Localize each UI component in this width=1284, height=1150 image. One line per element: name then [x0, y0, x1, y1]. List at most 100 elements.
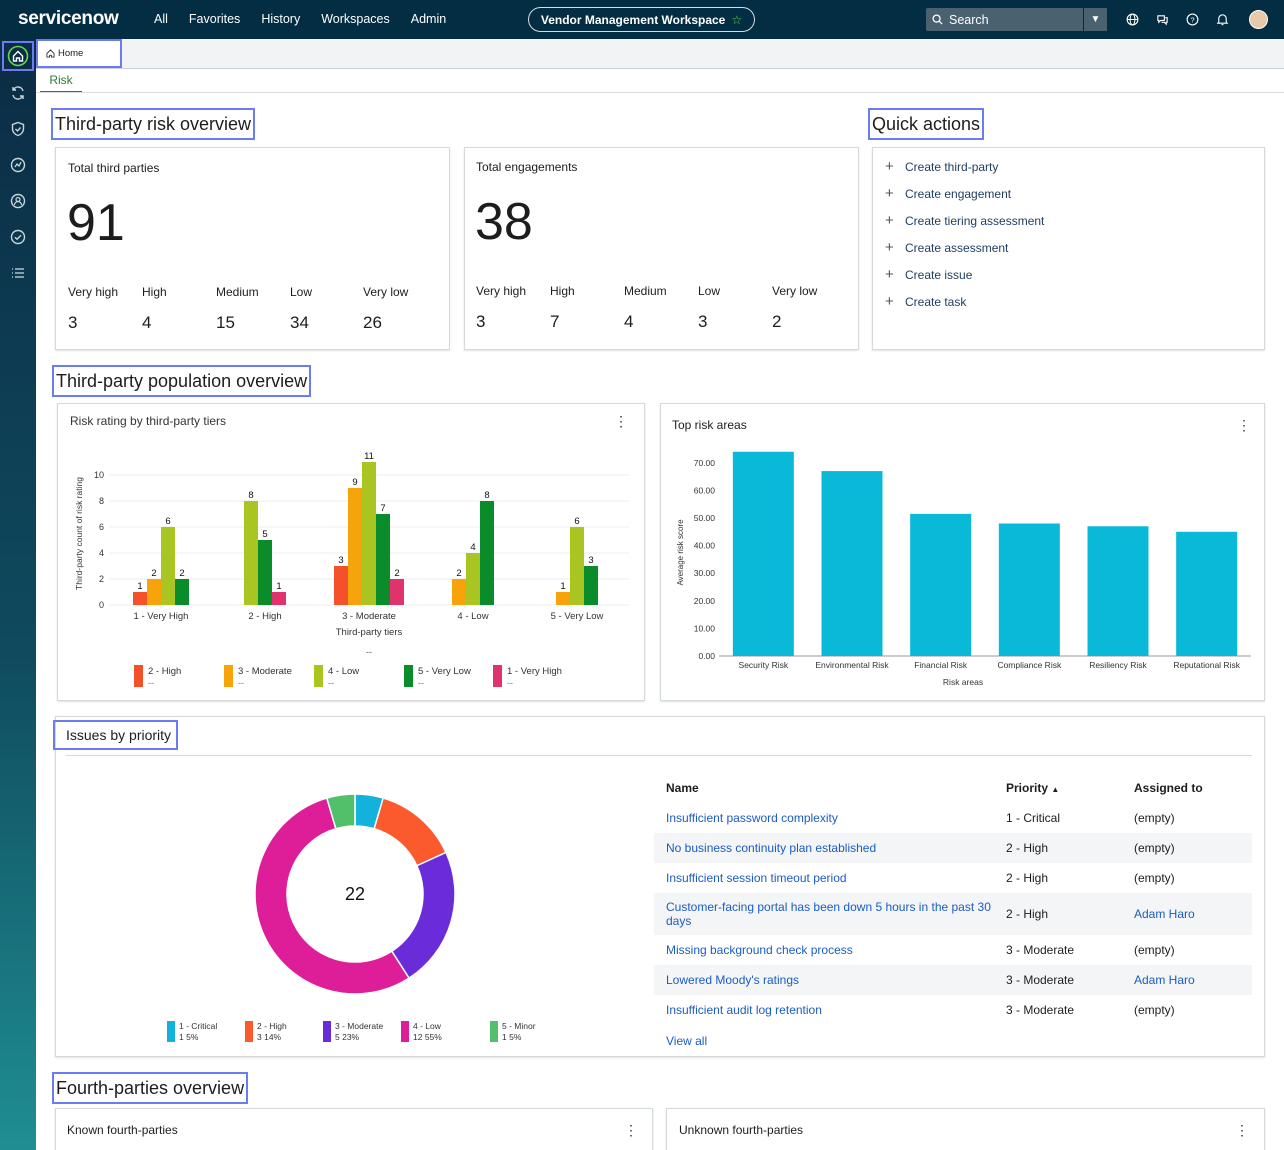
legend-label[interactable]: 2 - High	[257, 1021, 287, 1031]
more-options-icon[interactable]: ⋮	[614, 413, 628, 429]
user-avatar[interactable]	[1249, 10, 1268, 29]
legend-label[interactable]: 1 - Very High	[507, 666, 562, 677]
legend-label[interactable]: 4 - Low	[328, 666, 359, 677]
nav-admin[interactable]: Admin	[410, 12, 447, 26]
view-all-link[interactable]: View all	[666, 1034, 708, 1048]
kpi-value-very-low[interactable]: 2	[772, 312, 782, 331]
legend-swatch[interactable]	[401, 1021, 409, 1042]
home-rail-button[interactable]	[2, 41, 34, 71]
create-engagement-action[interactable]: + Create engagement	[885, 185, 1011, 202]
bar[interactable]	[732, 451, 794, 656]
more-options-icon[interactable]: ⋮	[624, 1122, 638, 1138]
more-options-icon[interactable]: ⋮	[1237, 417, 1251, 433]
notification-bell-icon[interactable]	[1214, 11, 1230, 27]
tab-home[interactable]: Home	[36, 39, 122, 68]
legend-label[interactable]: 3 - Moderate	[238, 666, 292, 677]
bar[interactable]	[334, 566, 348, 605]
chat-icon[interactable]	[1154, 11, 1170, 27]
legend-label[interactable]: 4 - Low	[413, 1021, 442, 1031]
star-icon[interactable]: ☆	[731, 12, 743, 27]
legend-swatch[interactable]	[490, 1021, 498, 1042]
legend-label[interactable]: 5 - Minor	[502, 1021, 536, 1031]
header-priority[interactable]: Priority ▲	[1006, 781, 1134, 795]
donut-slice[interactable]	[373, 797, 447, 867]
issue-name-link[interactable]: Insufficient audit log retention	[666, 1003, 822, 1017]
servicenow-logo[interactable]: servicenow	[18, 8, 119, 30]
bar[interactable]	[175, 579, 189, 605]
kpi-value-very-high[interactable]: 3	[476, 312, 486, 331]
more-options-icon[interactable]: ⋮	[1235, 1122, 1249, 1138]
bar[interactable]	[161, 527, 175, 605]
header-name[interactable]: Name	[666, 781, 699, 795]
legend-swatch[interactable]	[134, 665, 143, 687]
bar[interactable]	[272, 592, 286, 605]
create-task-action[interactable]: + Create task	[885, 293, 966, 310]
kpi-card-engagements[interactable]: Total engagements 38 Very high High Medi…	[464, 147, 859, 350]
bar[interactable]	[570, 527, 584, 605]
legend-label[interactable]: 2 - High	[148, 666, 181, 677]
bar[interactable]	[480, 501, 494, 605]
bar[interactable]	[584, 566, 598, 605]
bar[interactable]	[910, 513, 972, 656]
issue-name-link[interactable]: Insufficient password complexity	[666, 811, 838, 825]
issue-name-link[interactable]: Customer-facing portal has been down 5 h…	[666, 900, 991, 928]
legend-swatch[interactable]	[493, 665, 502, 687]
header-assigned[interactable]: Assigned to	[1134, 781, 1203, 795]
nav-favorites[interactable]: Favorites	[188, 12, 241, 26]
bar[interactable]	[258, 540, 272, 605]
table-row[interactable]: Insufficient password complexity 1 - Crit…	[654, 803, 1252, 833]
kpi-value-medium[interactable]: 15	[216, 313, 235, 332]
legend-swatch[interactable]	[167, 1021, 175, 1042]
create-issue-action[interactable]: + Create issue	[885, 266, 972, 283]
nav-workspaces[interactable]: Workspaces	[321, 12, 390, 26]
create-assessment-action[interactable]: + Create assessment	[885, 239, 1008, 256]
kpi-card-third-parties[interactable]: Total third parties 91 Very high High Me…	[55, 147, 450, 350]
table-row[interactable]: Lowered Moody's ratings 3 - Moderate Adam …	[654, 965, 1252, 995]
search-input[interactable]: Search	[926, 8, 1083, 31]
workspace-title-pill[interactable]: Vendor Management Workspace ☆	[528, 7, 755, 32]
bar[interactable]	[362, 462, 376, 605]
table-row[interactable]: Customer-facing portal has been down 5 h…	[654, 893, 1252, 935]
users-group-icon[interactable]	[9, 192, 27, 210]
globe-icon[interactable]	[1124, 11, 1140, 27]
check-circle-icon[interactable]	[9, 228, 27, 246]
donut-slice[interactable]	[254, 797, 411, 995]
kpi-value-low[interactable]: 34	[290, 313, 309, 332]
donut-slice[interactable]	[390, 851, 456, 980]
nav-all[interactable]: All	[154, 12, 168, 26]
bar[interactable]	[147, 579, 161, 605]
bar[interactable]	[998, 523, 1060, 656]
donut-slice[interactable]	[325, 793, 356, 830]
bar[interactable]	[390, 579, 404, 605]
issue-name-link[interactable]: Missing background check process	[666, 943, 853, 957]
create-tiering-assessment-action[interactable]: + Create tiering assessment	[885, 212, 1044, 229]
table-row[interactable]: Insufficient audit log retention 3 - Mode…	[654, 995, 1252, 1025]
legend-label[interactable]: 5 - Very Low	[418, 666, 471, 677]
bar[interactable]	[452, 579, 466, 605]
legend-swatch[interactable]	[224, 665, 233, 687]
search-scope-dropdown[interactable]: ▼	[1084, 8, 1107, 31]
kpi-value-very-low[interactable]: 26	[363, 313, 382, 332]
kpi-value-very-high[interactable]: 3	[68, 313, 78, 332]
nav-history[interactable]: History	[261, 12, 301, 26]
bar[interactable]	[556, 592, 570, 605]
kpi-value-high[interactable]: 7	[550, 312, 560, 331]
legend-swatch[interactable]	[404, 665, 413, 687]
legend-swatch[interactable]	[245, 1021, 253, 1042]
kpi-value-high[interactable]: 4	[142, 313, 152, 332]
legend-label[interactable]: 1 - Critical	[179, 1021, 217, 1031]
dashboard-gauge-icon[interactable]	[9, 156, 27, 174]
shield-icon[interactable]	[9, 120, 27, 138]
bar[interactable]	[244, 501, 258, 605]
issue-name-link[interactable]: Insufficient session timeout period	[666, 871, 847, 885]
legend-label[interactable]: 3 - Moderate	[335, 1021, 383, 1031]
bar[interactable]	[1176, 531, 1238, 656]
issue-name-link[interactable]: No business continuity plan established	[666, 841, 877, 855]
bar[interactable]	[133, 592, 147, 605]
issue-assigned-to[interactable]: Adam Haro	[1134, 973, 1195, 987]
kpi-value-medium[interactable]: 4	[624, 312, 634, 331]
legend-swatch[interactable]	[323, 1021, 331, 1042]
bar[interactable]	[821, 471, 883, 656]
subtab-risk[interactable]: Risk	[40, 69, 82, 93]
kpi-value-low[interactable]: 3	[698, 312, 708, 331]
